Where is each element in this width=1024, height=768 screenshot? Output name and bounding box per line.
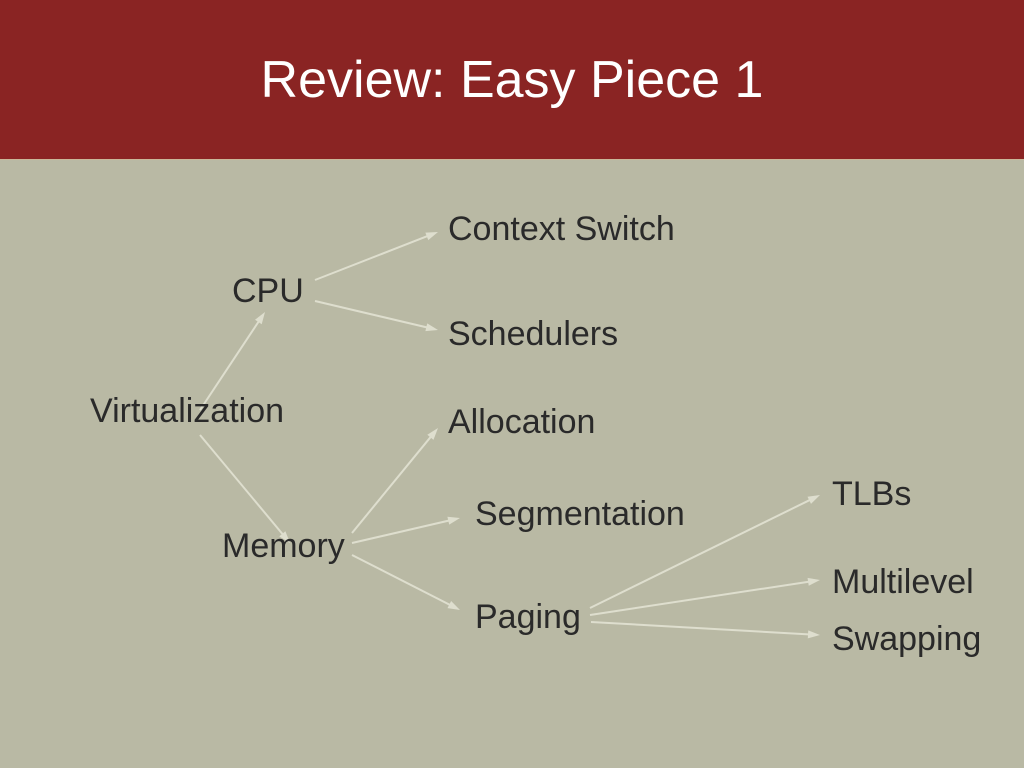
node-context-switch: Context Switch — [448, 210, 675, 249]
arrows-layer — [0, 160, 1024, 768]
slide-header: Review: Easy Piece 1 — [0, 0, 1024, 160]
node-paging: Paging — [475, 598, 581, 637]
node-tlbs: TLBs — [832, 475, 911, 514]
node-allocation: Allocation — [448, 403, 595, 442]
node-multilevel: Multilevel — [832, 563, 974, 602]
diagram-area: Virtualization CPU Memory Context Switch… — [0, 160, 1024, 768]
node-memory: Memory — [222, 527, 345, 566]
node-virtualization: Virtualization — [90, 392, 284, 431]
node-swapping: Swapping — [832, 620, 981, 659]
node-segmentation: Segmentation — [475, 495, 685, 534]
slide-title: Review: Easy Piece 1 — [261, 50, 764, 110]
node-cpu: CPU — [232, 272, 304, 311]
node-schedulers: Schedulers — [448, 315, 618, 354]
